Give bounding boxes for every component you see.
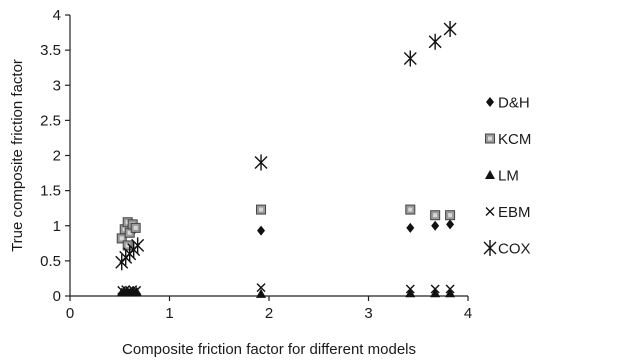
data-point bbox=[125, 285, 135, 295]
data-point bbox=[406, 222, 415, 233]
y-tick-label: 1.5 bbox=[40, 183, 61, 200]
data-point bbox=[428, 33, 442, 50]
legend-marker bbox=[486, 97, 494, 107]
series-kcm bbox=[116, 204, 456, 251]
y-tick-label: 2 bbox=[53, 148, 61, 165]
data-point bbox=[445, 284, 455, 294]
legend-label: LM bbox=[498, 168, 519, 185]
y-tick-label: 3 bbox=[53, 77, 61, 94]
y-tick-label: 1 bbox=[53, 218, 61, 235]
data-point bbox=[256, 288, 267, 298]
ticks: 0 1 2 3 4 0 0.5 1 1.5 2 2.5 3 3.5 4 bbox=[40, 7, 472, 322]
legend-marker bbox=[485, 207, 495, 216]
data-point bbox=[257, 225, 266, 236]
data-point bbox=[122, 240, 133, 251]
y-axis-title: True composite friction factor bbox=[9, 59, 26, 252]
y-tick-label: 0.5 bbox=[40, 253, 61, 270]
x-axis-title: Composite friction factor for different … bbox=[122, 341, 416, 358]
data-point bbox=[131, 237, 145, 254]
data-point bbox=[405, 284, 415, 294]
data-marks bbox=[115, 21, 457, 298]
data-point bbox=[254, 154, 268, 171]
legend-item: COX bbox=[483, 240, 531, 258]
legend: D&H KCM LM EBM COX bbox=[483, 95, 531, 258]
data-point bbox=[430, 284, 440, 294]
legend-marker bbox=[485, 170, 495, 179]
data-point bbox=[132, 285, 142, 295]
legend-item: KCM bbox=[485, 131, 531, 148]
y-tick-label: 4 bbox=[53, 7, 61, 24]
data-point bbox=[445, 210, 456, 221]
legend-item: D&H bbox=[486, 95, 530, 112]
legend-marker bbox=[483, 240, 497, 256]
x-tick-label: 1 bbox=[165, 305, 173, 322]
x-tick-label: 3 bbox=[364, 305, 372, 322]
legend-item: EBM bbox=[485, 204, 531, 221]
legend-marker bbox=[485, 133, 495, 144]
y-tick-label: 3.5 bbox=[40, 42, 61, 59]
data-point bbox=[430, 210, 441, 221]
x-tick-label: 2 bbox=[265, 305, 273, 322]
series-d-h bbox=[120, 218, 455, 241]
legend-item: LM bbox=[485, 168, 519, 185]
y-tick-label: 2.5 bbox=[40, 112, 61, 129]
data-point bbox=[446, 219, 455, 230]
data-point bbox=[430, 288, 441, 298]
legend-label: EBM bbox=[498, 204, 531, 221]
x-tick-label: 0 bbox=[66, 305, 74, 322]
data-point bbox=[405, 204, 416, 215]
data-point bbox=[130, 222, 141, 233]
data-point bbox=[405, 288, 416, 298]
y-tick-label: 0 bbox=[53, 288, 61, 305]
data-point bbox=[256, 283, 266, 293]
legend-label: KCM bbox=[498, 131, 531, 148]
data-point bbox=[431, 220, 440, 231]
data-point bbox=[256, 204, 267, 215]
series-ebm bbox=[117, 283, 455, 295]
x-tick-label: 4 bbox=[464, 305, 472, 322]
legend-label: D&H bbox=[498, 95, 530, 112]
data-point bbox=[403, 50, 417, 67]
data-point bbox=[443, 21, 457, 38]
data-point bbox=[445, 288, 456, 298]
legend-label: COX bbox=[498, 241, 531, 258]
series-cox bbox=[115, 21, 457, 271]
